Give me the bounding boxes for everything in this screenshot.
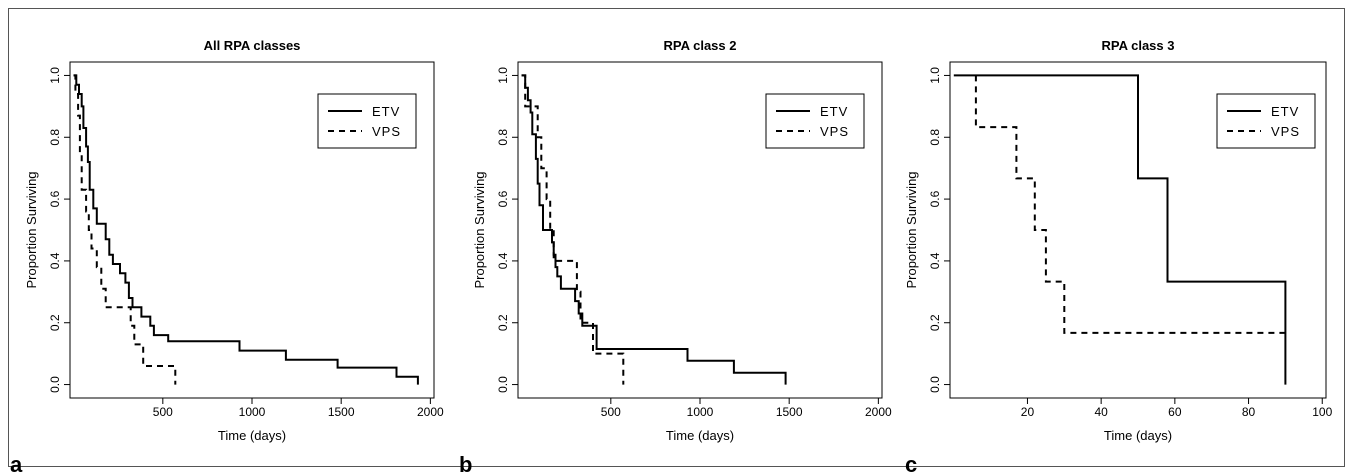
series-line-etv <box>521 74 787 385</box>
series-line-etv <box>953 74 1287 385</box>
y-tick-label: 1.0 <box>928 67 942 84</box>
plot-area <box>949 61 1327 399</box>
series-line-vps <box>73 74 177 385</box>
y-tick-label: 0.8 <box>48 129 62 146</box>
legend-box <box>765 93 865 149</box>
x-tick-label: 60 <box>1168 405 1182 419</box>
y-tick-label: 0.2 <box>48 314 62 331</box>
x-tick-label: 20 <box>1021 405 1035 419</box>
panel-letter: c <box>905 452 917 475</box>
y-tick-label: 1.0 <box>496 67 510 84</box>
legend-label-etv: ETV <box>820 104 848 119</box>
y-tick-label: 0.6 <box>496 190 510 207</box>
legend-label-etv: ETV <box>372 104 400 119</box>
y-tick-label: 0.4 <box>496 252 510 269</box>
panel-letter: b <box>459 452 472 475</box>
y-axis-label: Proportion Surviving <box>904 171 919 288</box>
y-tick-label: 0.2 <box>928 314 942 331</box>
y-tick-label: 0.8 <box>928 129 942 146</box>
chart-title: All RPA classes <box>204 38 301 53</box>
chart-panel-2: RPA class 2 500 1000 1500 2000 0.0 0.2 0.4 0.6 0.… <box>459 38 892 475</box>
legend-label-vps: VPS <box>372 124 401 139</box>
y-axis-label: Proportion Surviving <box>472 171 487 288</box>
x-tick-label: 1000 <box>687 405 714 419</box>
y-tick-label: 0.0 <box>496 376 510 393</box>
x-axis-label: Time (days) <box>666 428 734 443</box>
x-tick-label: 500 <box>601 405 621 419</box>
x-tick-label: 500 <box>153 405 173 419</box>
legend-label-etv: ETV <box>1271 104 1299 119</box>
chart-title: RPA class 3 <box>1102 38 1175 53</box>
x-tick-label: 1000 <box>239 405 266 419</box>
legend-label-vps: VPS <box>1271 124 1300 139</box>
x-tick-label: 2000 <box>865 405 892 419</box>
panel-letter: a <box>10 452 23 475</box>
x-tick-label: 1500 <box>328 405 355 419</box>
y-tick-label: 0.2 <box>496 314 510 331</box>
x-tick-label: 2000 <box>417 405 444 419</box>
x-tick-label: 100 <box>1312 405 1332 419</box>
y-tick-label: 1.0 <box>48 67 62 84</box>
y-axis-label: Proportion Surviving <box>24 171 39 288</box>
x-tick-label: 40 <box>1094 405 1108 419</box>
x-tick-label: 80 <box>1242 405 1256 419</box>
y-tick-label: 0.8 <box>496 129 510 146</box>
x-tick-label: 1500 <box>776 405 803 419</box>
y-tick-label: 0.6 <box>48 190 62 207</box>
series-line-vps <box>974 75 1286 334</box>
series-line-vps <box>521 74 625 385</box>
legend-label-vps: VPS <box>820 124 849 139</box>
figure-frame <box>8 8 1345 467</box>
y-tick-label: 0.6 <box>928 190 942 207</box>
y-tick-label: 0.4 <box>928 252 942 269</box>
chart-panel-1: All RPA classes 500 1000 1500 2000 0.0 0.2 0.4 0… <box>10 38 444 475</box>
y-tick-label: 0.0 <box>928 376 942 393</box>
legend-box <box>317 93 417 149</box>
legend-box <box>1216 93 1316 149</box>
chart-title: RPA class 2 <box>664 38 737 53</box>
chart-panel-3: RPA class 3 20 40 60 80 100 0.0 0.2 0.4 0.6 0.8 1.0… <box>904 38 1333 475</box>
y-tick-label: 0.4 <box>48 252 62 269</box>
x-axis-label: Time (days) <box>1104 428 1172 443</box>
series-line-etv <box>73 74 419 385</box>
x-axis-label: Time (days) <box>218 428 286 443</box>
y-tick-label: 0.0 <box>48 376 62 393</box>
